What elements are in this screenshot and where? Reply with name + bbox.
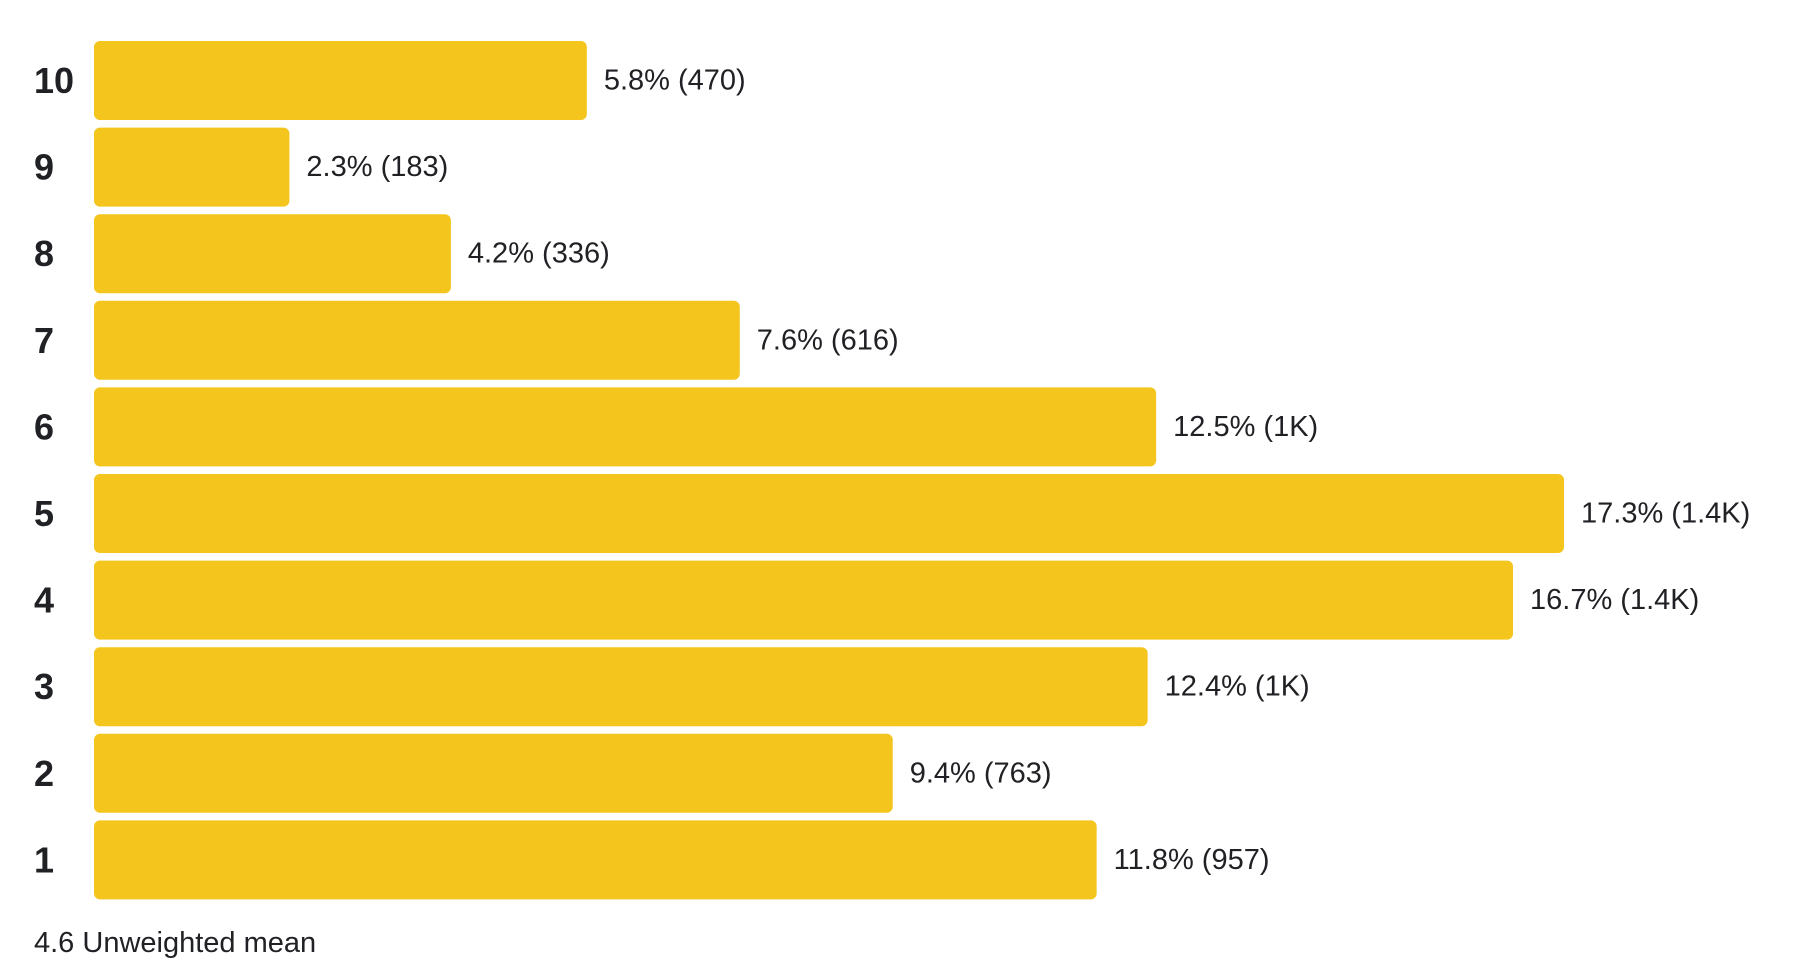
bar-1: [94, 820, 1097, 900]
value-label-9: 2.3% (183): [306, 151, 448, 183]
category-label-10: 10: [34, 60, 74, 101]
category-label-1: 1: [34, 839, 54, 880]
bar-9: [94, 127, 290, 207]
bar-6: [94, 387, 1157, 467]
bar-8: [94, 214, 451, 294]
value-label-10: 5.8% (470): [604, 65, 746, 97]
category-label-4: 4: [34, 580, 54, 621]
bar-4: [94, 560, 1514, 640]
value-label-4: 16.7% (1.4K): [1530, 584, 1699, 616]
value-label-5: 17.3% (1.4K): [1581, 498, 1750, 530]
category-label-8: 8: [34, 233, 54, 274]
value-label-8: 4.2% (336): [468, 238, 610, 270]
value-label-3: 12.4% (1K): [1165, 671, 1310, 703]
value-labels: 5.8% (470) 2.3% (183) 4.2% (336) 7.6% (616)…: [306, 65, 1750, 876]
category-label-3: 3: [34, 666, 54, 707]
value-label-7: 7.6% (616): [757, 324, 899, 356]
bar-5: [94, 474, 1564, 553]
category-label-9: 9: [34, 147, 54, 188]
category-labels: 10 9 8 7 6 5 4 3 2 1: [34, 60, 74, 880]
value-label-2: 9.4% (763): [910, 757, 1052, 789]
value-label-1: 11.8% (957): [1114, 844, 1270, 876]
category-label-7: 7: [34, 320, 54, 361]
category-label-5: 5: [34, 493, 54, 534]
bar-2: [94, 733, 893, 813]
category-label-2: 2: [34, 753, 54, 794]
category-label-6: 6: [34, 406, 54, 447]
bar-10: [94, 41, 587, 120]
bar-3: [94, 647, 1148, 727]
bars-group: [94, 41, 1564, 900]
bar-7: [94, 300, 740, 380]
unweighted-mean-label: 4.6 Unweighted mean: [34, 927, 317, 959]
value-label-6: 12.5% (1K): [1173, 411, 1318, 443]
